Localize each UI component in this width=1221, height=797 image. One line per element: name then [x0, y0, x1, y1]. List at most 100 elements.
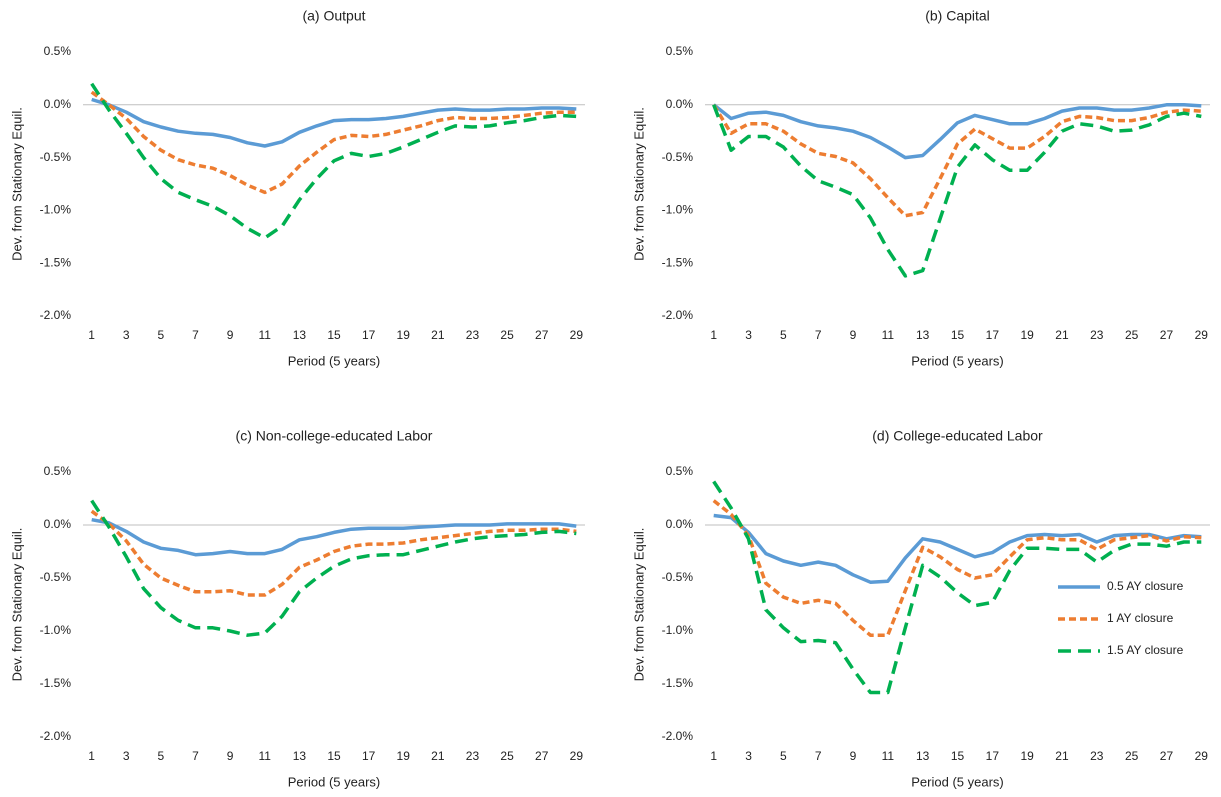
x-tick-label: 27	[535, 328, 549, 342]
series-line	[712, 499, 1202, 637]
y-axis-label: Dev. from Stationary Equil.	[631, 107, 646, 261]
x-tick-label: 11	[259, 749, 272, 763]
x-tick-label: 7	[192, 328, 199, 342]
y-tick-label: -0.5%	[662, 150, 694, 164]
x-tick-label: 15	[327, 749, 341, 763]
x-tick-label: 3	[123, 328, 130, 342]
y-axis-label: Dev. from Stationary Equil.	[631, 528, 646, 682]
x-tick-label: 9	[850, 328, 857, 342]
x-tick-label: 3	[123, 749, 130, 763]
chart-title: (a) Output	[302, 8, 365, 24]
y-tick-label: -0.5%	[662, 570, 694, 584]
y-tick-label: 0.5%	[666, 44, 694, 58]
x-tick-label: 5	[780, 749, 787, 763]
series-line	[90, 82, 577, 240]
chart-title: (d) College-educated Labor	[872, 428, 1043, 444]
y-tick-label: -1.0%	[662, 623, 694, 637]
y-tick-label: 0.0%	[44, 517, 72, 531]
series-line	[90, 499, 577, 637]
x-axis-label: Period (5 years)	[288, 774, 380, 789]
series-line	[91, 97, 577, 148]
x-tick-label: 1	[710, 749, 717, 763]
series-line	[713, 513, 1202, 584]
y-axis-label: Dev. from Stationary Equil.	[9, 107, 24, 261]
x-tick-label: 17	[362, 749, 376, 763]
x-tick-label: 11	[259, 328, 272, 342]
x-tick-label: 17	[362, 328, 376, 342]
legend-label: 1 AY closure	[1107, 611, 1174, 625]
x-tick-label: 27	[1160, 749, 1174, 763]
x-tick-label: 21	[1055, 749, 1069, 763]
series-line	[90, 90, 577, 195]
y-tick-label: 0.0%	[44, 97, 72, 111]
x-tick-label: 29	[1195, 749, 1209, 763]
y-tick-label: -0.5%	[40, 570, 72, 584]
x-tick-label: 1	[88, 328, 95, 342]
series-line	[712, 103, 1202, 160]
x-tick-label: 5	[158, 328, 165, 342]
x-tick-label: 25	[1125, 328, 1139, 342]
chart-title: (b) Capital	[925, 8, 990, 24]
y-tick-label: 0.5%	[44, 464, 72, 478]
panel: (d) College-educated Labor Period (5 year…	[631, 428, 1210, 789]
x-tick-label: 25	[500, 328, 514, 342]
x-axis-label: Period (5 years)	[911, 774, 1003, 789]
x-tick-label: 1	[88, 749, 95, 763]
x-tick-label: 25	[1125, 749, 1139, 763]
y-tick-label: 0.0%	[666, 97, 694, 111]
x-tick-label: 11	[882, 328, 895, 342]
x-tick-label: 19	[397, 749, 411, 763]
x-axis-label: Period (5 years)	[911, 353, 1003, 368]
x-tick-label: 27	[535, 749, 549, 763]
x-tick-label: 3	[745, 749, 752, 763]
series-line	[712, 480, 1202, 695]
x-tick-label: 23	[1090, 328, 1104, 342]
x-tick-label: 21	[431, 749, 445, 763]
x-tick-label: 27	[1160, 328, 1174, 342]
panel: (a) Output Period (5 years) Dev. from Stat…	[9, 8, 585, 368]
x-tick-label: 29	[570, 749, 584, 763]
y-tick-label: -2.0%	[40, 308, 72, 322]
y-tick-label: -1.0%	[662, 203, 694, 217]
x-tick-label: 15	[951, 328, 965, 342]
x-tick-label: 13	[916, 328, 930, 342]
y-tick-label: -1.5%	[40, 255, 72, 269]
y-tick-label: -2.0%	[40, 729, 72, 743]
x-tick-label: 23	[1090, 749, 1104, 763]
y-tick-label: -1.0%	[40, 623, 72, 637]
x-tick-label: 23	[466, 328, 480, 342]
y-tick-label: -0.5%	[40, 150, 72, 164]
x-tick-label: 25	[500, 749, 514, 763]
panel: (c) Non-college-educated Labor Period (5 …	[9, 428, 585, 789]
x-tick-label: 5	[158, 749, 165, 763]
y-tick-label: 0.0%	[666, 517, 694, 531]
x-tick-label: 29	[1195, 328, 1209, 342]
x-tick-label: 3	[745, 328, 752, 342]
x-tick-label: 21	[1055, 328, 1069, 342]
x-axis-label: Period (5 years)	[288, 353, 380, 368]
y-tick-label: -1.0%	[40, 203, 72, 217]
y-tick-label: -1.5%	[662, 676, 694, 690]
y-tick-label: -2.0%	[662, 729, 694, 743]
y-tick-label: -2.0%	[662, 308, 694, 322]
x-tick-label: 7	[815, 328, 822, 342]
series-line	[712, 104, 1202, 278]
x-tick-label: 11	[882, 749, 895, 763]
y-axis-label: Dev. from Stationary Equil.	[9, 528, 24, 682]
legend-label: 1.5 AY closure	[1107, 643, 1184, 657]
x-tick-label: 19	[397, 328, 411, 342]
panel: (b) Capital Period (5 years) Dev. from Sta…	[631, 8, 1210, 368]
x-tick-label: 15	[951, 749, 965, 763]
x-tick-label: 17	[986, 749, 1000, 763]
x-tick-label: 15	[327, 328, 341, 342]
x-tick-label: 1	[710, 328, 717, 342]
x-tick-label: 7	[815, 749, 822, 763]
series-line	[91, 517, 577, 557]
y-tick-label: -1.5%	[662, 255, 694, 269]
x-tick-label: 29	[570, 328, 584, 342]
x-tick-label: 9	[227, 749, 234, 763]
x-tick-label: 17	[986, 328, 1000, 342]
y-tick-label: 0.5%	[666, 464, 694, 478]
